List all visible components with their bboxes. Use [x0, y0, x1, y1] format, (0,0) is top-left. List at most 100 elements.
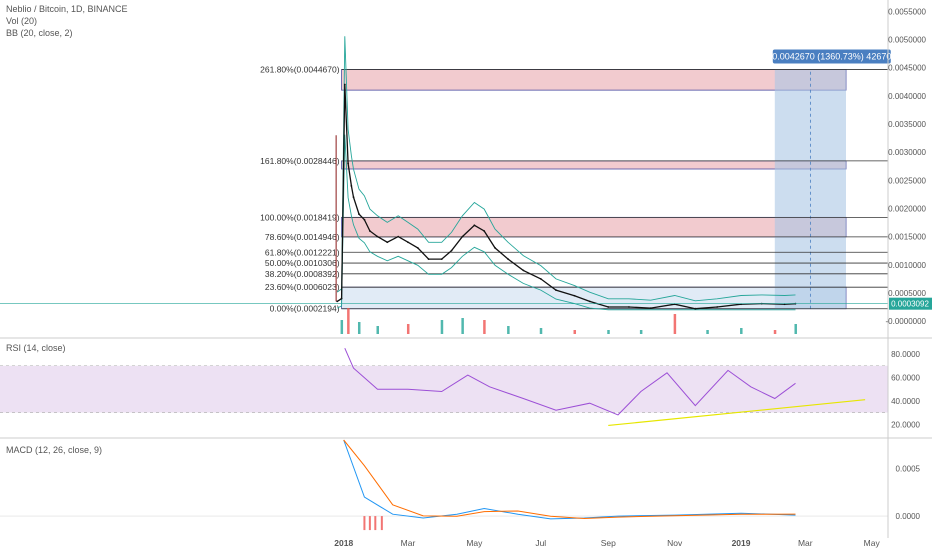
rsi-axis-tick: 40.0000: [891, 397, 920, 406]
symbol-title: Neblio / Bitcoin, 1D, BINANCE: [6, 4, 128, 14]
price-point: [397, 235, 400, 238]
price-point: [427, 258, 430, 261]
macd-label: MACD (12, 26, close, 9): [6, 445, 103, 455]
volume-bar: [773, 330, 777, 334]
price-point: [450, 249, 453, 252]
volume-bar: [539, 328, 543, 334]
price-axis-tick: 0.0055000: [888, 7, 926, 16]
price-point: [461, 235, 464, 238]
price-point: [494, 246, 496, 249]
time-axis-tick: May: [864, 538, 881, 548]
macd-pane: [0, 439, 888, 531]
time-axis-tick: 2018: [334, 538, 353, 548]
measure-label-text: 0.0042670 (1360.73%) 42670: [772, 51, 891, 61]
current-price-text: 0.0003092: [891, 300, 929, 309]
macd-line: [343, 439, 796, 520]
bollinger-bands-label: BB (20, close, 2): [6, 28, 73, 38]
rsi-axis-tick: 20.0000: [891, 420, 920, 429]
price-point: [416, 246, 419, 249]
volume-bar: [483, 320, 486, 334]
time-axis-tick: Mar: [798, 538, 813, 548]
price-point: [649, 307, 652, 310]
volume-bar: [461, 318, 464, 334]
volume-bar: [673, 314, 677, 334]
time-axis-tick: May: [466, 538, 483, 548]
volume-bar: [740, 328, 743, 334]
fib-level-label-5: 50.00%(0.0010306): [265, 258, 340, 268]
fibonacci-zone-2: [341, 216, 847, 238]
fib-level-label-6: 38.20%(0.0008392): [265, 269, 340, 279]
volume-bar: [794, 324, 797, 334]
price-axis-tick: 0.0030000: [888, 148, 926, 157]
volume-bar: [507, 326, 510, 334]
volume-bar: [573, 330, 577, 334]
price-series-line: [336, 84, 796, 310]
price-point: [483, 230, 486, 232]
price-point: [347, 162, 349, 165]
fibonacci-zone-base: [341, 286, 847, 310]
price-axis-tick: 0.0050000: [888, 35, 926, 44]
price-point: [588, 300, 591, 303]
price-point: [352, 196, 355, 199]
bollinger-lower-line: [336, 134, 796, 311]
macd-axis-tick: 0.0005: [896, 465, 921, 474]
price-pane: 261.80%(0.0044670) 161.80%(0.0028446) 100.…: [0, 36, 891, 334]
price-point: [628, 306, 630, 308]
time-axis-tick: Sep: [601, 538, 616, 548]
price-point: [407, 241, 409, 244]
price-point: [368, 230, 371, 232]
rsi-band: [0, 365, 888, 413]
price-range-measure-box: [774, 69, 846, 309]
price-axis-tick: 0.0010000: [888, 261, 926, 270]
price-axis-tick: 0.0045000: [888, 64, 926, 73]
macd-histogram-bar: [363, 516, 366, 531]
macd-histogram-bar: [380, 516, 383, 531]
fibonacci-zone-0: [341, 69, 847, 91]
fib-level-label-7: 23.60%(0.0006023): [265, 282, 340, 292]
volume-bar: [357, 322, 361, 334]
macd-histogram-bar: [368, 516, 371, 531]
rsi-pane: [0, 347, 888, 427]
fib-level-label-3: 78.60%(0.0014946): [265, 232, 340, 242]
price-point: [716, 306, 719, 308]
price-axis-tick: 0.0035000: [888, 120, 926, 129]
price-point: [539, 277, 542, 280]
macd-signal-line: [343, 439, 796, 520]
time-axis-tick: Nov: [667, 538, 683, 548]
fib-level-label-0: 261.80%(0.0044670): [260, 64, 340, 74]
price-point: [507, 258, 510, 261]
price-point: [343, 83, 346, 86]
volume-bar: [440, 320, 444, 334]
bollinger-upper-line: [336, 36, 796, 302]
fib-level-label-8: 0.00%(0.0002194): [270, 304, 340, 314]
macd-axis-tick: 0.0000: [896, 512, 921, 521]
price-point: [440, 258, 443, 261]
price-point: [336, 300, 339, 303]
price-point: [607, 306, 610, 308]
measure-label-box: [772, 49, 891, 64]
time-axis-tick: Mar: [401, 538, 416, 548]
price-axis-tick: 0.0025000: [888, 176, 926, 185]
price-point: [473, 224, 476, 227]
price-point: [386, 241, 389, 244]
time-axis-tick: 2019: [732, 538, 751, 548]
price-axis-tick: -0.0000000: [886, 317, 927, 326]
volume-bar: [340, 320, 344, 334]
fib-level-label-4: 61.80%(0.0012221): [265, 247, 340, 257]
price-point: [376, 235, 379, 238]
fibonacci-zone-1: [341, 160, 847, 170]
price-point: [522, 269, 525, 272]
price-point: [363, 218, 366, 221]
price-axis-tick: 0.0015000: [888, 233, 926, 242]
fib-level-label-1: 161.80%(0.0028446): [260, 156, 340, 166]
rsi-line: [344, 347, 796, 416]
volume-bar: [376, 326, 379, 334]
price-point: [358, 213, 360, 215]
macd-histogram-bar: [374, 516, 377, 531]
price-point: [350, 185, 353, 187]
rsi-axis-tick: 60.0000: [891, 373, 920, 382]
time-axis-tick: Jul: [535, 538, 546, 548]
price-point: [555, 289, 557, 292]
